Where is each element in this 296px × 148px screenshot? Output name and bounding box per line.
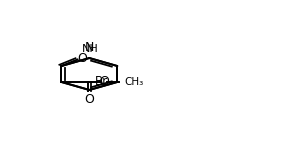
Text: O: O xyxy=(85,93,94,106)
Text: CH₃: CH₃ xyxy=(124,77,144,87)
Text: N: N xyxy=(85,41,94,54)
Text: O: O xyxy=(99,75,109,89)
Text: Br: Br xyxy=(95,75,108,89)
Text: NH: NH xyxy=(82,44,98,54)
Text: O: O xyxy=(77,52,87,65)
